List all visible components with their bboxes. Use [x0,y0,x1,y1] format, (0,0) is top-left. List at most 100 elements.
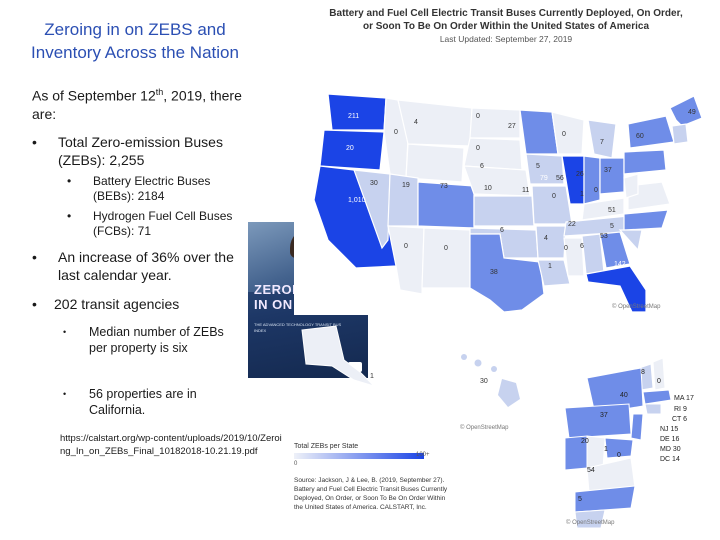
label-az: 0 [404,243,408,250]
ne-label-vt: 8 [641,369,645,376]
ne-label-wv: 1 [604,446,608,453]
state-ar[interactable] [535,225,567,259]
label-al: 6 [580,243,584,250]
state-pa[interactable] [623,149,667,175]
ne-label-nc: 54 [587,467,595,474]
state-wy[interactable] [405,143,465,183]
state-mo[interactable] [531,185,573,225]
us-choropleth-map: 211 4 0 27 0 20 0 0 7 60 49 1,010 30 19 … [294,54,710,315]
island-big-island [498,379,520,407]
label-sd: 0 [476,145,480,152]
inset-state-ct[interactable] [644,403,662,415]
label-oh: 26 [576,171,584,178]
state-ne[interactable] [463,165,531,197]
state-oh[interactable] [599,157,625,195]
ne-label-nj: NJ 15 [660,426,679,433]
state-fl[interactable] [585,265,647,313]
sub-bullet-median-text: Median number of ZEBs per property is si… [89,325,224,355]
island-oahu [474,359,482,367]
sub-bullet-median: • Median number of ZEBs per property is … [63,324,224,356]
bullet-dot: • [63,327,67,337]
legend-color-scale [294,453,424,459]
ne-label-oh: 20 [581,438,589,445]
inset-state-pa[interactable] [565,403,632,439]
sub-bullet-fcbs: • Hydrogen Fuel Cell Buses (FCBs): 71 [67,209,233,239]
state-new-england[interactable] [671,123,689,145]
state-mt[interactable] [397,99,473,147]
bullet-dot: • [32,296,37,312]
state-me[interactable] [669,95,703,127]
label-wv: 1 [580,191,584,198]
intro-text: As of September 12th, 2019, there are: [32,83,247,123]
state-tx[interactable] [469,233,545,313]
northeast-inset-map [565,318,710,528]
label-ak: 1 [370,373,374,380]
report-link[interactable]: https://calstart.org/wp-content/uploads/… [60,433,282,457]
state-nm[interactable] [421,227,471,289]
inset-state-wv[interactable] [586,435,606,469]
label-ut: 19 [402,182,410,189]
bullet-dot: • [32,249,37,265]
state-sd[interactable] [463,137,523,171]
state-nv[interactable] [353,169,391,250]
state-ms[interactable] [563,237,585,277]
bullet-dot: • [67,209,72,223]
inset-state-nc[interactable] [574,485,636,513]
state-wa[interactable] [327,93,387,131]
state-ia[interactable] [525,153,565,185]
label-mi: 7 [600,139,604,146]
label-ny: 60 [636,133,644,140]
state-az[interactable] [387,225,425,295]
bullet-total-zebs: • Total Zero-emission Buses (ZEBs): 2,25… [32,133,228,169]
legend-max: 100+ [416,452,430,458]
bullet-total-zebs-text: Total Zero-emission Buses (ZEBs): 2,255 [58,134,223,168]
ne-label-sc: 5 [578,496,582,503]
label-hi: 30 [480,378,488,385]
ne-label-va: 0 [617,452,621,459]
label-wi: 0 [562,131,566,138]
state-la[interactable] [537,259,571,287]
state-or[interactable] [319,129,385,171]
state-ak[interactable] [301,325,375,387]
state-wi[interactable] [551,111,585,155]
label-nc: 51 [608,207,616,214]
intro-prefix: As of September 12 [32,87,156,104]
bullet-agencies: • 202 transit agencies [32,295,239,313]
bullet-increase-text: An increase of 36% over the last calenda… [58,249,234,283]
state-in[interactable] [583,155,601,205]
ne-label-ri: RI 9 [674,406,687,413]
label-nd: 0 [476,113,480,120]
inset-state-nh[interactable] [652,357,666,391]
label-ne: 6 [480,163,484,170]
sub-bullet-california: • 56 properties are in California. [63,386,224,418]
label-tx: 38 [490,269,498,276]
state-wv[interactable] [623,173,639,199]
ne-label-ma: MA 17 [674,395,694,402]
state-nc[interactable] [623,209,669,231]
inset-state-md[interactable] [604,437,634,459]
state-nd[interactable] [469,107,521,139]
label-fl: 142 [614,261,626,268]
label-mn: 27 [508,123,516,130]
sub-bullet-fcbs-text: Hydrogen Fuel Cell Buses (FCBs): 71 [93,209,233,238]
inset-state-ny[interactable] [586,367,644,415]
inset-state-ma[interactable] [642,389,672,405]
island-maui [491,366,497,372]
sub-bullet-bebs: • Battery Electric Buses (BEBs): 2184 [67,174,233,204]
map-title-line-2: or Soon To Be On Order Within the United… [362,21,650,32]
map-last-updated: Last Updated: September 27, 2019 [439,34,573,44]
inset-state-nj[interactable] [630,413,644,441]
label-ks: 10 [484,185,492,192]
state-ga[interactable] [599,231,631,269]
osm-credit-hi: © OpenStreetMap [460,425,509,431]
label-va: 0 [594,187,598,194]
inset-state-sc[interactable] [574,509,606,528]
label-ky: 0 [552,193,556,200]
label-pa: 37 [604,167,612,174]
cover-logo [348,362,362,372]
sub-bullet-california-text: 56 properties are in California. [89,387,197,417]
state-ks[interactable] [473,195,535,227]
legend-min: 0 [294,461,298,467]
label-wa: 211 [348,113,359,120]
label-or: 20 [346,145,354,152]
